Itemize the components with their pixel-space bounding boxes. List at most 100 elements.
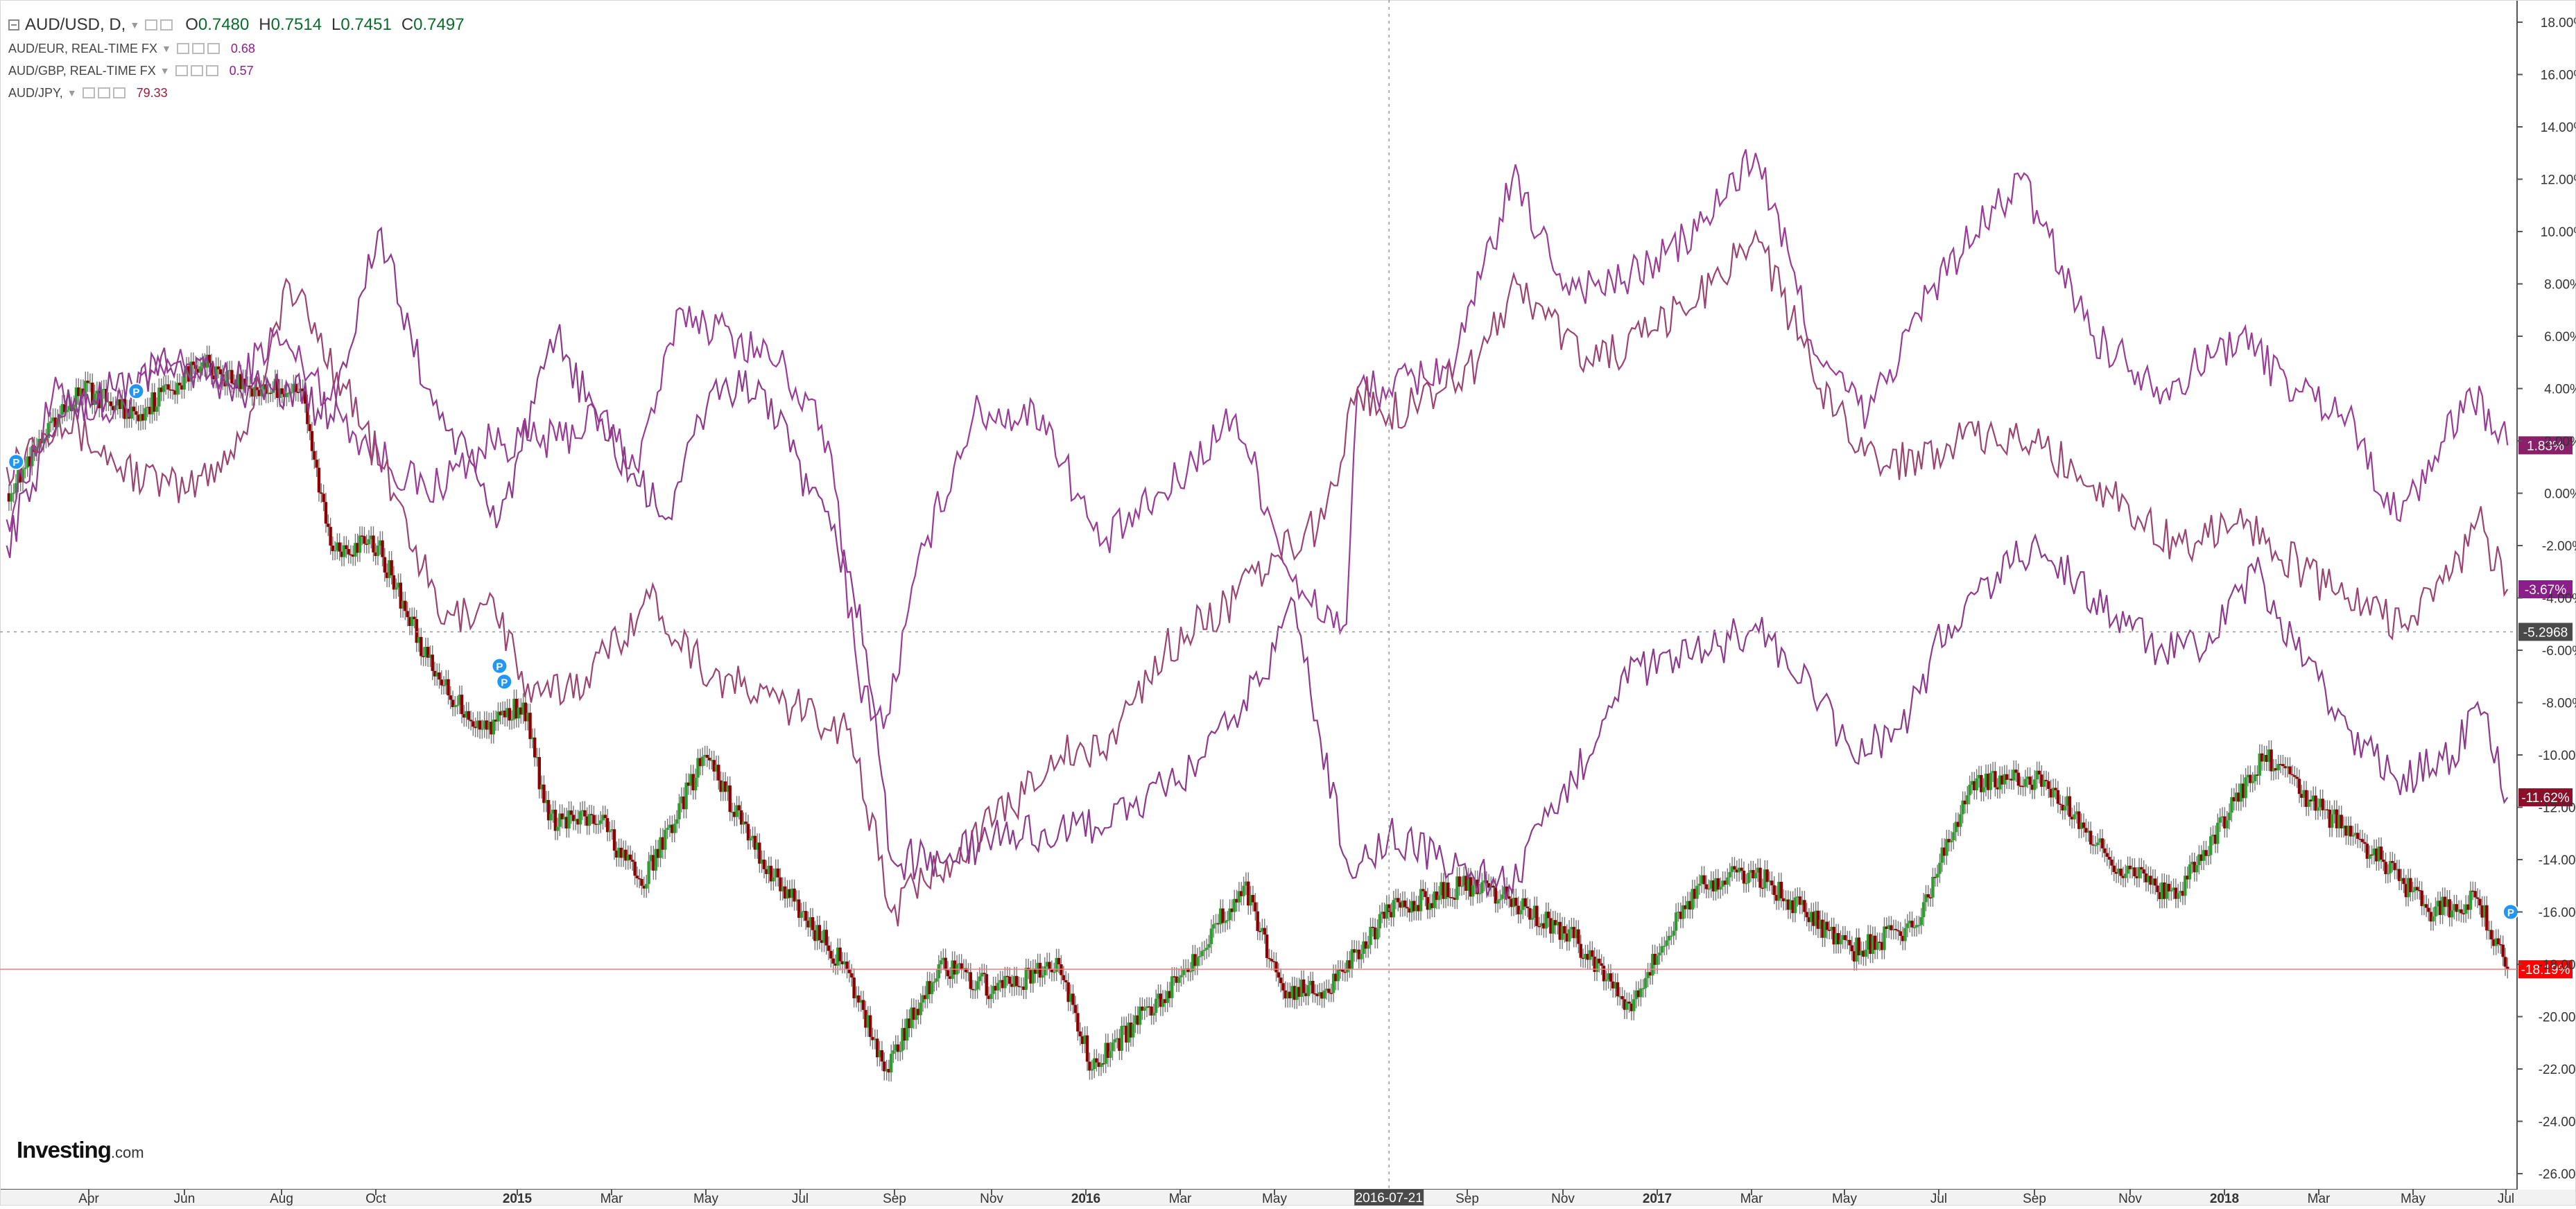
collapse-icon[interactable] bbox=[8, 19, 19, 31]
candle-body bbox=[276, 379, 279, 398]
candle-body bbox=[1521, 898, 1525, 910]
settings-icon[interactable] bbox=[176, 43, 189, 54]
candle-body bbox=[2297, 779, 2301, 794]
visibility-icon[interactable] bbox=[190, 65, 203, 76]
candle-body bbox=[1031, 968, 1035, 984]
candle-body bbox=[372, 535, 375, 553]
y-tick-label: -12.00% bbox=[2539, 801, 2576, 816]
candle-body bbox=[2400, 878, 2403, 881]
candle-body bbox=[790, 888, 794, 898]
candle-body bbox=[2082, 822, 2086, 828]
candle-body bbox=[1120, 1025, 1123, 1051]
candle-body bbox=[671, 824, 674, 833]
candle-body bbox=[919, 1002, 922, 1016]
candle-body bbox=[173, 390, 177, 395]
candle-body bbox=[1200, 950, 1204, 957]
y-tick-label: -8.00% bbox=[2542, 697, 2576, 711]
candle-body bbox=[327, 523, 330, 528]
candle-body bbox=[2469, 890, 2473, 910]
candle-body bbox=[1235, 898, 1238, 903]
candle-body bbox=[1498, 898, 1502, 901]
candle-body bbox=[2019, 785, 2023, 787]
candle-body bbox=[1700, 875, 1704, 884]
close-icon[interactable] bbox=[207, 43, 220, 54]
candle-body bbox=[2100, 838, 2104, 849]
candle-body bbox=[1977, 774, 1981, 779]
event-flag-icon[interactable]: P bbox=[128, 383, 145, 400]
series-badge bbox=[2518, 580, 2573, 599]
candle-body bbox=[1317, 992, 1322, 997]
candle-body bbox=[1293, 986, 1297, 1000]
candle-body bbox=[2316, 807, 2320, 811]
eur-symbol[interactable]: AUD/EUR, REAL-TIME FX bbox=[8, 41, 158, 55]
candle-body bbox=[589, 814, 594, 815]
main-symbol[interactable]: AUD/USD, D, bbox=[25, 15, 126, 34]
candle-body bbox=[686, 782, 691, 786]
candle-body bbox=[2482, 905, 2487, 918]
candle-body bbox=[1302, 979, 1306, 993]
close-icon[interactable] bbox=[112, 87, 126, 98]
candle-body bbox=[1073, 1004, 1078, 1014]
candle-body bbox=[2144, 873, 2148, 882]
candle-body bbox=[1460, 885, 1464, 887]
candle-body bbox=[107, 401, 110, 403]
candle-body bbox=[2237, 792, 2240, 802]
settings-icon[interactable] bbox=[82, 87, 95, 98]
candle-body bbox=[903, 1027, 907, 1041]
candle-body bbox=[1563, 925, 1566, 934]
candle-body bbox=[1288, 991, 1292, 999]
candle-body bbox=[53, 417, 58, 428]
candle-body bbox=[2321, 799, 2324, 810]
event-flag-icon[interactable]: P bbox=[8, 453, 25, 471]
candle-body bbox=[132, 406, 136, 412]
candle-body bbox=[1313, 993, 1317, 995]
candle-body bbox=[422, 656, 425, 657]
chevron-down-icon[interactable]: ▼ bbox=[67, 87, 77, 98]
legend-row-gbp: AUD/GBP, REAL-TIME FX ▼ 0.57 bbox=[8, 60, 465, 82]
chevron-down-icon[interactable]: ▼ bbox=[130, 19, 140, 31]
close-label: C bbox=[401, 15, 414, 34]
candle-body bbox=[1426, 897, 1430, 910]
candle-body bbox=[719, 780, 723, 792]
candle-body bbox=[912, 1007, 916, 1020]
candle-body bbox=[166, 384, 170, 390]
candle-body bbox=[1749, 870, 1753, 873]
candle-body bbox=[542, 784, 546, 803]
event-flag-icon[interactable]: P bbox=[496, 673, 513, 690]
chevron-down-icon[interactable]: ▼ bbox=[162, 43, 171, 54]
candle-body bbox=[2295, 776, 2299, 779]
candle-body bbox=[654, 849, 657, 871]
candle-body bbox=[1247, 881, 1250, 906]
candle-body bbox=[1154, 998, 1158, 1013]
event-flag-icon[interactable]: P bbox=[2502, 903, 2519, 921]
candle-body bbox=[612, 829, 616, 851]
candle-body bbox=[431, 654, 434, 671]
candle-body bbox=[1017, 986, 1021, 987]
candle-body bbox=[458, 695, 462, 705]
axis-layer: 18.00% 16.00% 14.00% 12.00% 10.00% 8.00% 6.00%… bbox=[78, 16, 2576, 1206]
settings-icon[interactable] bbox=[145, 19, 158, 31]
event-flag-icon[interactable]: P bbox=[491, 657, 508, 675]
candle-body bbox=[730, 812, 734, 813]
candle-body bbox=[1982, 787, 1985, 792]
jpy-symbol[interactable]: AUD/JPY, bbox=[8, 85, 63, 100]
gbp-symbol[interactable]: AUD/GBP, REAL-TIME FX bbox=[8, 63, 156, 78]
candle-body bbox=[435, 672, 439, 677]
y-tick-label: 18.00% bbox=[2541, 16, 2576, 31]
close-icon[interactable] bbox=[205, 65, 218, 76]
candle-body bbox=[580, 810, 585, 812]
y-tick-label: 2.00% bbox=[2544, 435, 2576, 449]
visibility-icon[interactable] bbox=[191, 43, 205, 54]
chevron-down-icon[interactable]: ▼ bbox=[159, 65, 170, 76]
candle-body bbox=[587, 814, 591, 826]
settings-icon[interactable] bbox=[175, 65, 188, 76]
candle-body bbox=[2049, 789, 2052, 798]
candle-body bbox=[137, 415, 140, 421]
visibility-icon[interactable] bbox=[160, 19, 173, 31]
candle-body bbox=[1921, 902, 1926, 917]
visibility-icon[interactable] bbox=[97, 87, 110, 98]
candle-body bbox=[2328, 809, 2331, 828]
candle-body bbox=[2110, 860, 2113, 866]
candle-body bbox=[799, 912, 803, 918]
